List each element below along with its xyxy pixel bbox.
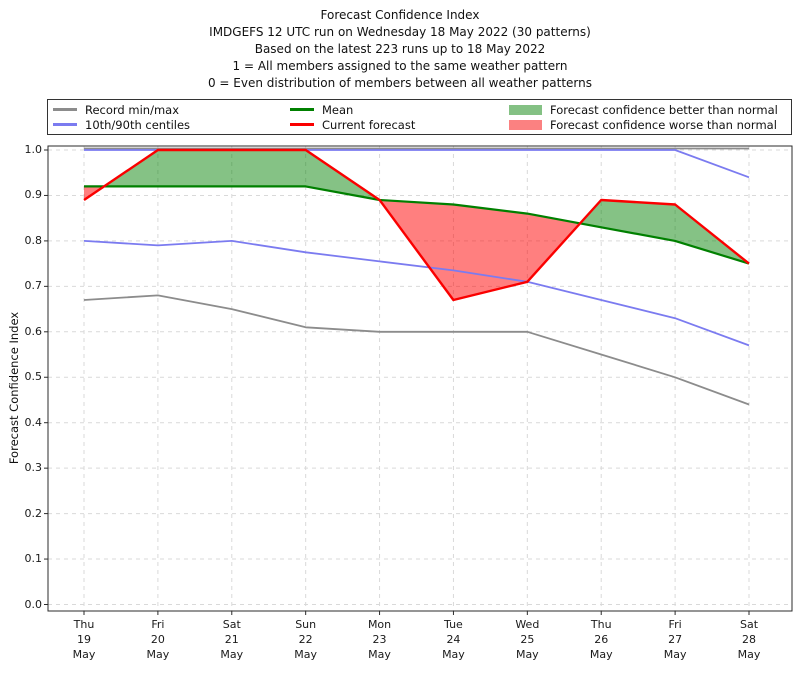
legend-label-mean: Mean	[322, 102, 354, 117]
legend: Record min/max 10th/90th centiles Mean C…	[47, 99, 792, 135]
x-tick-label: Wed 25 May	[515, 618, 540, 661]
legend-item-record-minmax: Record min/max	[53, 102, 190, 117]
legend-column-2: Mean Current forecast	[290, 102, 415, 132]
legend-item-mean: Mean	[290, 102, 415, 117]
current-forecast-line	[83, 148, 750, 302]
x-tick-label: Fri 20 May	[146, 618, 170, 661]
y-tick-label: 1.0	[24, 143, 43, 156]
chart-note-one: 1 = All members assigned to the same wea…	[232, 59, 568, 73]
confidence-worse-patch-swatch	[509, 119, 542, 130]
current-forecast-line-swatch	[290, 123, 314, 126]
y-tick-label: 0.1	[24, 552, 43, 566]
legend-label-current-forecast: Current forecast	[322, 117, 416, 132]
y-tick-label: 0.7	[24, 279, 43, 293]
chart-title: Forecast Confidence Index	[320, 8, 480, 22]
x-tick-label: Sat 28 May	[737, 618, 761, 661]
record-min-line	[83, 294, 750, 406]
x-tick-label: Thu 19 May	[72, 618, 96, 661]
legend-item-current-forecast: Current forecast	[290, 117, 415, 132]
centiles-line-swatch	[53, 123, 77, 126]
x-tick-label: Fri 27 May	[663, 618, 687, 661]
y-tick-label: 0.9	[24, 188, 43, 202]
y-tick-label: 0.5	[24, 370, 43, 384]
mean-line-swatch	[290, 108, 314, 111]
chart-header: Forecast Confidence Index IMDGEFS 12 UTC…	[0, 7, 800, 92]
x-tick-label: Tue 24 May	[442, 618, 465, 661]
legend-item-confidence-better: Forecast confidence better than normal	[509, 102, 778, 117]
chart-subtitle-run: IMDGEFS 12 UTC run on Wednesday 18 May 2…	[209, 25, 591, 39]
x-tick-label: Sat 21 May	[220, 618, 244, 661]
legend-item-centiles: 10th/90th centiles	[53, 117, 190, 132]
confidence-better-fill	[84, 150, 749, 264]
record-minmax-line-swatch	[53, 108, 77, 111]
legend-label-confidence-worse: Forecast confidence worse than normal	[550, 117, 777, 132]
y-tick-label: 0.4	[24, 415, 43, 429]
y-tick-label: 0.2	[24, 506, 43, 520]
chart-subtitle-basis: Based on the latest 223 runs up to 18 Ma…	[254, 42, 546, 56]
legend-item-confidence-worse: Forecast confidence worse than normal	[509, 117, 778, 132]
y-tick-label: 0.0	[24, 597, 43, 611]
legend-column-3: Forecast confidence better than normal F…	[509, 102, 778, 132]
plot-border	[47, 145, 793, 612]
confidence-worse-fill	[84, 186, 749, 300]
y-tick-label: 0.8	[24, 233, 43, 247]
confidence-better-patch-swatch	[509, 104, 542, 115]
y-tick-label: 0.3	[24, 461, 43, 475]
legend-label-confidence-better: Forecast confidence better than normal	[550, 102, 778, 117]
y-tick-label: 0.6	[24, 324, 43, 338]
legend-label-centiles: 10th/90th centiles	[85, 117, 191, 132]
legend-label-record-minmax: Record min/max	[85, 102, 180, 117]
legend-column-1: Record min/max 10th/90th centiles	[53, 102, 190, 132]
10th-centile-line	[83, 239, 750, 347]
x-tick-label: Thu 26 May	[589, 618, 613, 661]
x-tick-label: Mon 23 May	[367, 618, 392, 661]
x-tick-label: Sun 22 May	[294, 618, 318, 661]
chart-note-zero: 0 = Even distribution of members between…	[207, 76, 593, 90]
mean-line	[84, 185, 750, 265]
